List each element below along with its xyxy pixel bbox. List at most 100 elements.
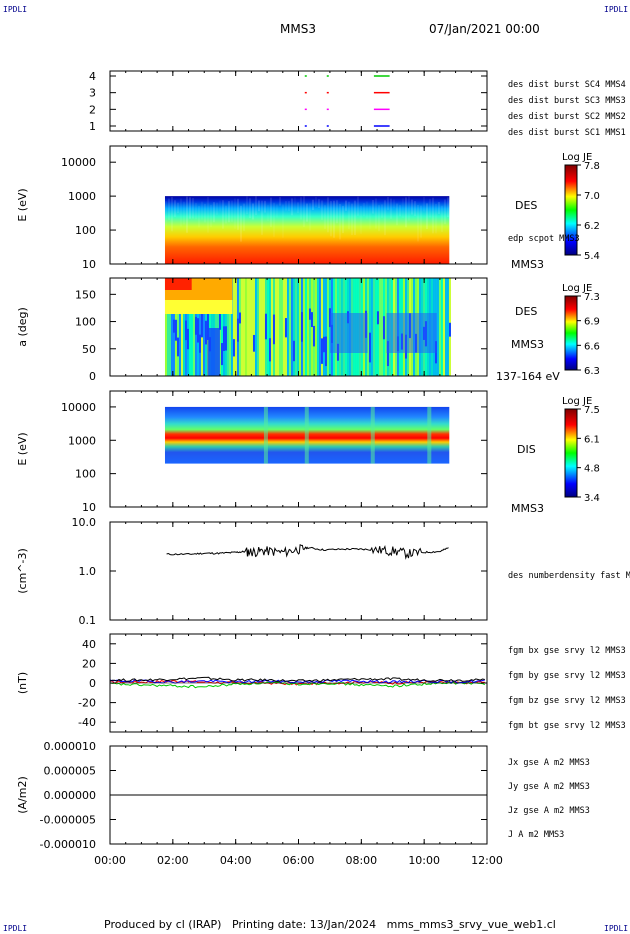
dis-energy-colorbar-title: Log JE — [562, 396, 592, 407]
des-pitch-dip — [198, 334, 201, 353]
des-pitch-colorbar-title: Log JE — [562, 283, 592, 294]
des-pitch-tick-label: 50 — [82, 343, 96, 356]
des-pitch-column — [320, 278, 323, 376]
des-energy-colorbar-tick-label: 7.0 — [584, 191, 600, 202]
des-pitch-column — [366, 278, 369, 376]
des-pitch-column — [436, 278, 439, 376]
dis-energy-streak — [427, 406, 432, 464]
des-pitch-column — [326, 278, 329, 376]
des-pitch-dip — [218, 310, 221, 330]
des-pitch-column — [280, 278, 283, 376]
current-legend-entry: Jz gse A m2 MMS3 — [508, 806, 590, 816]
burst-tick-label: 4 — [89, 70, 96, 83]
des-pitch-column — [246, 278, 249, 376]
des-energy-colorbar-tick-label: 7.8 — [584, 161, 600, 172]
des-pitch-column — [192, 278, 195, 376]
des-pitch-column — [290, 278, 293, 376]
density-tick-label: 0.1 — [79, 614, 97, 627]
dis-energy-streak — [370, 406, 375, 464]
spectrogram-streak — [284, 201, 287, 211]
des-pitch-column — [166, 278, 169, 376]
des-pitch-dip — [172, 319, 175, 333]
des-pitch-column — [276, 278, 279, 376]
spectrogram-streak — [437, 201, 440, 214]
spectrogram-streak — [197, 205, 200, 228]
spectrogram-streak — [386, 196, 389, 210]
spectrogram-streak — [170, 196, 173, 232]
des-pitch-column — [216, 278, 219, 376]
x-axis-tick-label: 10:00 — [408, 854, 440, 867]
des-pitch-column — [442, 278, 445, 376]
des-pitch-dip — [292, 340, 295, 362]
spectrogram-streak — [299, 197, 302, 220]
density-tick-label: 10.0 — [72, 516, 97, 529]
des-pitch-warm-band — [164, 300, 233, 314]
spectrogram-streak — [356, 196, 359, 216]
spectrogram-streak — [311, 199, 314, 211]
des-pitch-column — [378, 278, 381, 376]
burst-interval-bar — [373, 108, 390, 111]
des-pitch-dip — [320, 338, 323, 364]
spectrogram-streak — [281, 204, 284, 238]
des-pitch-column — [278, 278, 281, 376]
burst-interval-bar — [373, 91, 390, 94]
burst-tick-label: 3 — [89, 87, 96, 100]
des-pitch-colorbar — [564, 295, 578, 371]
des-pitch-column — [268, 278, 271, 376]
bfield-tick-label: -40 — [78, 716, 96, 729]
des-pitch-dip — [184, 320, 187, 341]
des-pitch-column — [318, 278, 321, 376]
spectrogram-streak — [401, 198, 404, 219]
spectrogram-streak — [245, 196, 248, 215]
des-pitch-dip — [308, 308, 311, 320]
des-pitch-column — [258, 278, 261, 376]
spectrogram-streak — [377, 205, 380, 232]
spectrogram-streak — [224, 205, 227, 224]
burst-interval-bar — [326, 125, 329, 127]
des-pitch-column — [288, 278, 291, 376]
des-pitch-dip — [220, 343, 223, 366]
des-pitch-dip — [236, 318, 239, 342]
des-pitch-column — [180, 278, 183, 376]
x-axis-tick-label: 00:00 — [94, 854, 126, 867]
des-pitch-column — [208, 278, 211, 376]
spectrogram-streak — [404, 197, 407, 228]
spectrogram-streak — [347, 201, 350, 230]
des-pitch-column — [302, 278, 305, 376]
des-pitch-column — [374, 278, 377, 376]
des-pitch-dip — [448, 322, 451, 337]
des-pitch-column — [370, 278, 373, 376]
spectrogram-streak — [398, 205, 401, 217]
bfield-series-line — [109, 676, 485, 683]
current-tick-label: -0.000010 — [40, 838, 96, 851]
dis-energy-streak — [263, 406, 268, 464]
corner-label-bottom-right: IPDLI — [604, 924, 629, 933]
des-pitch-column — [266, 278, 269, 376]
footer-credits: Produced by cl (IRAP) Printing date: 13/… — [104, 918, 556, 931]
des-pitch-column — [234, 278, 237, 376]
des-energy-label2: edp scpot MMS3 — [508, 234, 580, 244]
spectrogram-streak — [212, 202, 215, 223]
burst-interval-bar — [373, 125, 390, 127]
des-pitch-dip — [196, 318, 199, 343]
des-pitch-column — [238, 278, 241, 376]
des-pitch-column — [306, 278, 309, 376]
des-pitch-column — [322, 278, 325, 376]
spectrogram-streak — [419, 205, 422, 238]
spectrogram-streak — [248, 198, 251, 219]
des-energy-label: DES — [515, 199, 537, 212]
des-pitch-column — [198, 278, 201, 376]
burst-legend-entry: des dist burst SC4 MMS4 — [508, 80, 626, 90]
spectrogram-streak — [290, 198, 293, 216]
des-pitch-hot-core — [164, 278, 192, 290]
dis-energy-colorbar-tick-label: 7.5 — [584, 405, 600, 416]
des-energy-tick-label: 10000 — [61, 156, 96, 169]
spectrogram-streak — [413, 201, 416, 216]
des-pitch-column — [242, 278, 245, 376]
spectrogram-streak — [329, 201, 332, 237]
des-pitch-dip — [224, 326, 227, 351]
des-pitch-column — [444, 278, 447, 376]
spectrogram-streak — [371, 200, 374, 214]
density-panel-frame — [109, 521, 488, 621]
des-pitch-dip — [382, 316, 385, 340]
